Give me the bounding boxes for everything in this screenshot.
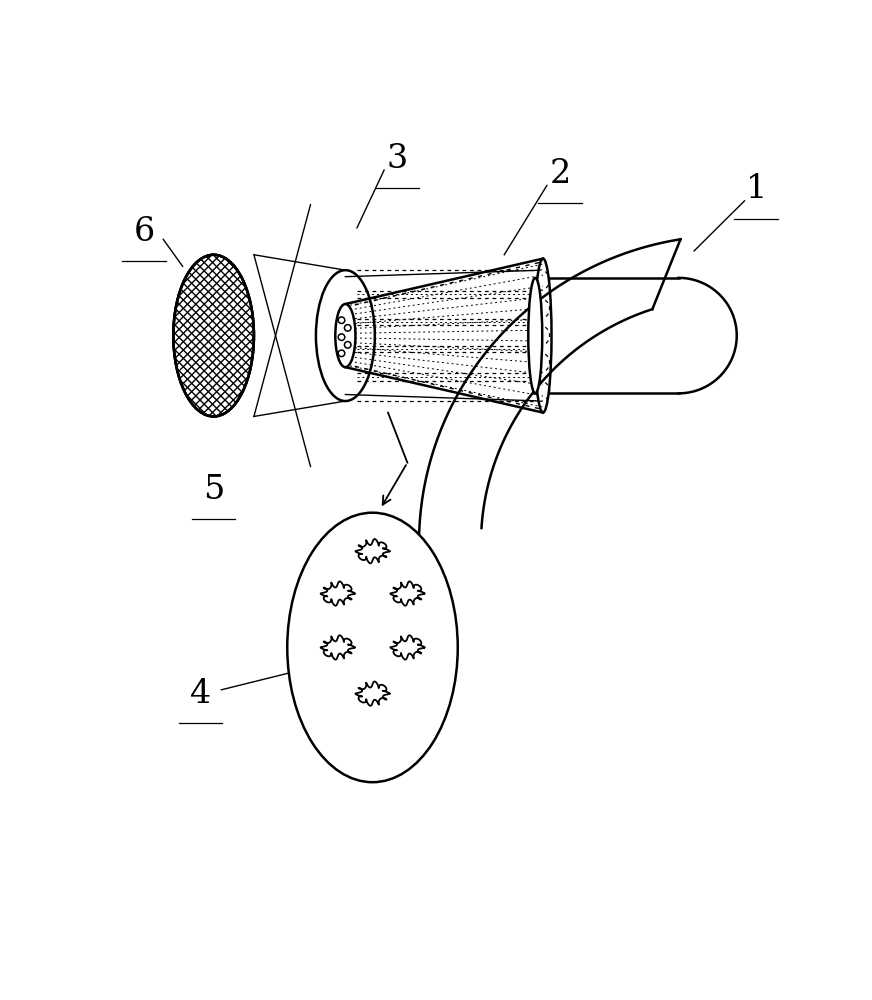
Text: 6: 6 [133, 216, 154, 248]
Text: 5: 5 [203, 474, 224, 506]
Text: 3: 3 [386, 142, 408, 174]
Ellipse shape [338, 350, 344, 357]
Ellipse shape [336, 304, 356, 367]
Ellipse shape [174, 255, 254, 416]
Ellipse shape [528, 278, 542, 393]
Ellipse shape [344, 342, 351, 348]
Ellipse shape [287, 513, 458, 782]
Text: 2: 2 [549, 158, 570, 190]
Text: 1: 1 [746, 173, 766, 205]
Ellipse shape [535, 259, 551, 413]
Ellipse shape [344, 325, 351, 331]
Text: 4: 4 [190, 678, 211, 710]
Ellipse shape [338, 334, 344, 340]
Ellipse shape [338, 317, 344, 323]
